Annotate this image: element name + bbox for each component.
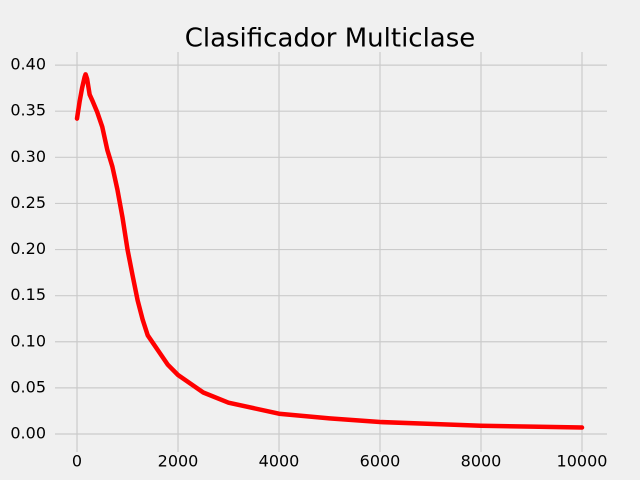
x-tick-label: 6000 [360, 452, 401, 471]
chart-title: Clasificador Multiclase [185, 24, 476, 54]
y-tick-label: 0.10 [10, 331, 46, 350]
x-tick-label: 2000 [158, 452, 199, 471]
y-tick-label: 0.00 [10, 424, 46, 443]
data-line [74, 72, 585, 430]
y-tick-label: 0.25 [10, 193, 46, 212]
x-tick-label: 10000 [557, 452, 608, 471]
y-tick-label: 0.20 [10, 239, 46, 258]
y-tick-label: 0.05 [10, 377, 46, 396]
y-tick-label: 0.40 [10, 55, 46, 74]
y-tick-label: 0.35 [10, 101, 46, 120]
x-tick-label: 8000 [461, 452, 502, 471]
y-tick-label: 0.30 [10, 147, 46, 166]
x-tick-label: 4000 [259, 452, 300, 471]
y-tick-label: 0.15 [10, 285, 46, 304]
x-tick-label: 0 [72, 452, 82, 471]
